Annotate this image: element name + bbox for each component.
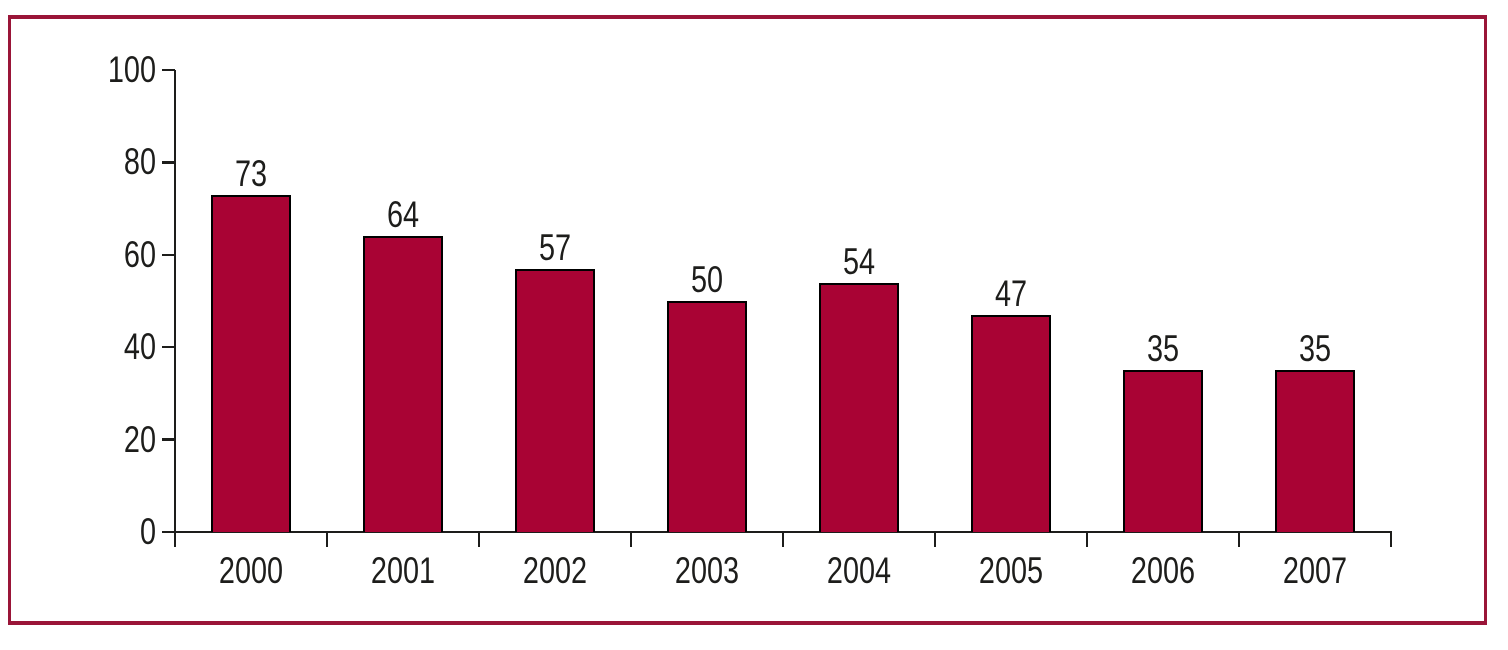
y-tick-label: 80 [123, 141, 156, 183]
y-axis-tick [162, 438, 175, 441]
x-axis-tick [1237, 532, 1241, 547]
bar [1275, 370, 1355, 532]
x-axis-tick [933, 532, 937, 547]
x-tick-label: 2005 [978, 550, 1044, 591]
bar-value-label: 57 [538, 226, 572, 268]
bar-value-label: 35 [1298, 328, 1332, 370]
x-axis-tick [629, 532, 633, 547]
bar-value-label: 73 [234, 152, 268, 194]
y-axis-tick [162, 530, 175, 534]
x-axis-tick [1085, 532, 1089, 547]
bar [667, 301, 747, 532]
bar [971, 314, 1051, 532]
x-tick-label: 2006 [1130, 550, 1196, 591]
bar-value-label: 54 [842, 240, 876, 282]
bar [819, 282, 899, 532]
x-axis-tick [325, 532, 329, 547]
y-axis-tick [162, 161, 175, 164]
x-tick-label: 2002 [522, 550, 588, 591]
bar-value-label: 47 [994, 272, 1028, 314]
y-tick-label: 100 [107, 49, 156, 90]
x-tick-label: 2007 [1282, 550, 1348, 591]
y-axis-line [173, 70, 177, 547]
bar-value-label: 50 [690, 259, 724, 300]
bar-value-label: 64 [386, 194, 420, 236]
x-tick-label: 2000 [218, 550, 284, 591]
y-axis-tick [162, 68, 175, 72]
x-tick-label: 2001 [370, 550, 436, 591]
x-axis-tick [173, 532, 177, 547]
y-axis-tick [162, 345, 175, 349]
y-tick-label: 60 [123, 233, 156, 275]
bar [515, 268, 595, 532]
y-tick-label: 0 [139, 511, 156, 552]
bar [1123, 370, 1203, 532]
bar [363, 236, 443, 532]
bar-value-label: 35 [1146, 328, 1180, 370]
x-tick-label: 2004 [826, 550, 892, 591]
y-axis-tick [162, 253, 175, 257]
bar [211, 194, 291, 532]
x-axis-tick [781, 532, 785, 547]
x-tick-label: 2003 [674, 550, 740, 591]
y-tick-label: 40 [123, 326, 156, 368]
x-axis-tick [477, 532, 481, 547]
y-tick-label: 20 [123, 418, 156, 460]
x-axis-tick [1389, 532, 1393, 547]
